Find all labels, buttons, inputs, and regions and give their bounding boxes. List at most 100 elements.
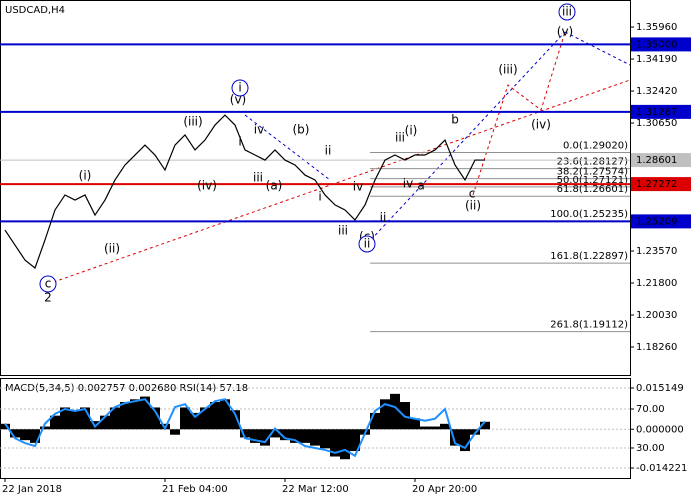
wave-label: iv [403, 177, 413, 191]
wave-label: (ii) [465, 199, 481, 213]
histogram-bar [280, 429, 290, 441]
wave-circle [231, 79, 249, 97]
wave-label: i [238, 135, 241, 149]
histogram-bar [230, 410, 240, 430]
histogram-bar [60, 407, 70, 430]
fib-label: 100.0(1.25235) [550, 209, 628, 220]
x-tick-label: 22 Mar 12:00 [282, 484, 349, 495]
histogram-bar [50, 415, 60, 430]
y-tick-label: 0.015149 [636, 383, 684, 394]
y-tick-label: 1.32420 [636, 86, 677, 97]
histogram-bar [370, 412, 380, 430]
wave-label: (b) [293, 123, 310, 137]
y-tick-label: 1.23570 [636, 246, 677, 257]
histogram-bar [110, 407, 120, 430]
histogram-bar [340, 429, 350, 460]
histogram-bar [0, 423, 10, 430]
level-box [631, 104, 691, 119]
wave-label: iv [353, 180, 363, 194]
wave-label: i [318, 190, 321, 204]
price-chart: USDCAD,H4 [5, 5, 631, 285]
wave-label: c [45, 277, 52, 291]
y-tick-label: 1.21800 [636, 278, 677, 289]
histogram-bar [290, 429, 300, 443]
histogram-bar [190, 412, 200, 430]
y-tick-label: 1.30650 [636, 118, 677, 129]
wave-label: iii [253, 171, 263, 185]
histogram-bar [410, 418, 420, 430]
histogram-bar [390, 393, 400, 430]
wave-label: ii [380, 211, 387, 225]
rsi-line [4, 398, 486, 458]
wave-label: (v) [557, 25, 573, 39]
histogram-bar [180, 407, 190, 430]
wave-label: ii [325, 144, 332, 158]
histogram-bar [240, 429, 250, 438]
wave-label: (iii) [498, 63, 517, 77]
histogram-bar [420, 426, 430, 430]
histogram-bar [200, 407, 210, 430]
level-box [631, 153, 691, 168]
wave-label: 2 [44, 291, 52, 305]
y-tick-label: 1.20030 [636, 310, 677, 321]
histogram-bar [210, 402, 220, 430]
histogram-bar [350, 429, 360, 452]
wave-label: (a) [266, 179, 283, 193]
fib-label: 61.8(1.26601) [557, 184, 629, 195]
price-line [4, 114, 485, 269]
wave-label: (i) [79, 169, 92, 183]
wave-label: iii [395, 131, 405, 145]
wave-label: iv [254, 123, 264, 137]
price-panel [0, 0, 631, 376]
wave-label: (iii) [183, 115, 202, 129]
fib-label: 0.0(1.29020) [563, 140, 628, 151]
histogram-bar [170, 429, 180, 435]
wave-label: (i) [405, 124, 418, 138]
histogram-bar [20, 429, 30, 441]
histogram-bar [330, 429, 340, 457]
y-tick-label: 30.00 [636, 443, 665, 454]
wave-label: a [417, 179, 424, 193]
histogram-bar [480, 421, 490, 430]
histogram-bar [40, 426, 50, 430]
level-box [631, 214, 691, 229]
level-label: 1.27272 [636, 179, 677, 190]
histogram-bar [380, 399, 390, 430]
fib-label: 161.8(1.22897) [550, 251, 628, 262]
x-tick-label: 21 Feb 04:00 [162, 484, 228, 495]
fib-label: 38.2(1.27574) [557, 167, 629, 178]
histogram-bar [100, 415, 110, 430]
wave-circle [558, 3, 576, 21]
histogram-bar [270, 429, 280, 438]
forecast-line [564, 31, 631, 66]
histogram-bar [130, 399, 140, 430]
y-tick-label: 1.18260 [636, 342, 677, 353]
histogram-bar [220, 399, 230, 430]
level-box [631, 37, 691, 52]
wave-circle [39, 275, 57, 293]
histogram-bar [10, 429, 20, 438]
level-box [631, 177, 691, 192]
fib-label: 23.6(1.28127) [557, 157, 629, 168]
wave-label: (iv) [531, 118, 551, 132]
wave-label: iii [338, 224, 348, 238]
x-tick-label: 20 Apr 20:00 [412, 484, 477, 495]
wave-label: b [451, 113, 459, 127]
histogram-bar [430, 426, 440, 430]
histogram-bar [120, 402, 130, 430]
level-label: 1.25209 [636, 216, 677, 227]
level-label: 1.31267 [636, 107, 677, 118]
wave-label: (ii) [104, 242, 120, 256]
fib-label: 50.0(1.27121) [557, 175, 629, 186]
indicator-title: MACD(5,34,5) 0.002757 0.002680 RSI(14) 5… [5, 383, 248, 394]
y-tick-label: 1.34190 [636, 54, 677, 65]
histogram-bar [460, 429, 470, 452]
histogram-bar [260, 429, 270, 446]
y-tick-label: 1.35960 [636, 22, 677, 33]
x-tick-label: 22 Jan 2018 [2, 484, 62, 495]
wave-label: c [469, 187, 476, 201]
histogram-bar [310, 429, 320, 446]
histogram-bar [250, 429, 260, 443]
y-tick-label: 70.00 [636, 404, 665, 415]
